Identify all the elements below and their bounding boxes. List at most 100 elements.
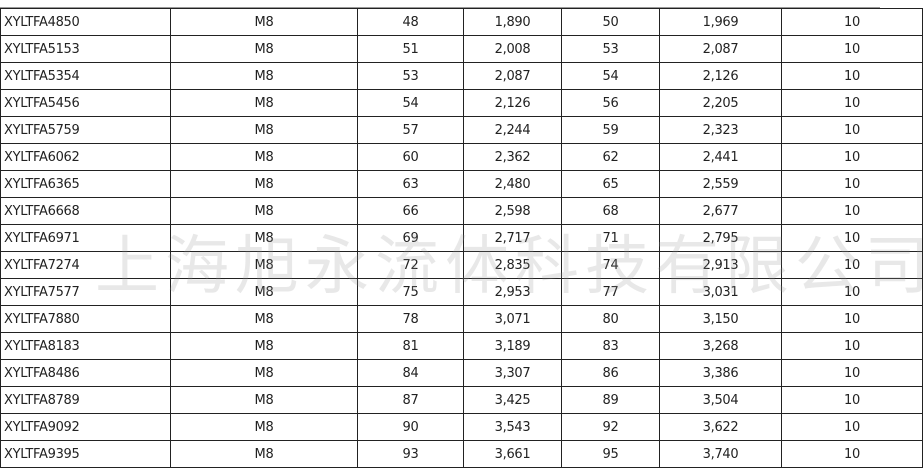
cell-col4: 2,598 <box>463 197 562 225</box>
cell-col7: 10 <box>781 89 923 117</box>
table-row: XYLTFA9395 M8 93 3,661 95 3,740 10 <box>0 440 923 468</box>
table-row: XYLTFA8486 M8 84 3,307 86 3,386 10 <box>0 359 923 387</box>
cell-thread: M8 <box>170 62 358 90</box>
cell-col7: 10 <box>781 143 923 171</box>
cell-thread: M8 <box>170 386 358 414</box>
cell-col7: 10 <box>781 62 923 90</box>
cell-col7: 10 <box>781 332 923 360</box>
cell-col7: 10 <box>781 413 923 441</box>
cell-col4: 2,244 <box>463 116 562 144</box>
cell-model: XYLTFA9395 <box>0 440 171 468</box>
cell-col4: 3,189 <box>463 332 562 360</box>
table-row: XYLTFA6971 M8 69 2,717 71 2,795 10 <box>0 224 923 252</box>
table-row: XYLTFA6668 M8 66 2,598 68 2,677 10 <box>0 197 923 225</box>
cell-col5: 54 <box>561 62 660 90</box>
cell-model: XYLTFA8789 <box>0 386 171 414</box>
cell-thread: M8 <box>170 413 358 441</box>
cell-col3: 51 <box>357 35 464 63</box>
cell-col6: 2,559 <box>659 170 782 198</box>
cell-model: XYLTFA6971 <box>0 224 171 252</box>
cell-col4: 3,425 <box>463 386 562 414</box>
table-row: XYLTFA8789 M8 87 3,425 89 3,504 10 <box>0 386 923 414</box>
cell-col6: 3,268 <box>659 332 782 360</box>
cell-col4: 2,008 <box>463 35 562 63</box>
cell-col3: 78 <box>357 305 464 333</box>
cell-thread: M8 <box>170 278 358 306</box>
table-row: XYLTFA5153 M8 51 2,008 53 2,087 10 <box>0 35 923 63</box>
cell-col5: 89 <box>561 386 660 414</box>
cell-thread: M8 <box>170 305 358 333</box>
cell-col5: 56 <box>561 89 660 117</box>
cell-model: XYLTFA5456 <box>0 89 171 117</box>
cell-col5: 80 <box>561 305 660 333</box>
cell-col5: 83 <box>561 332 660 360</box>
cell-col7: 10 <box>781 35 923 63</box>
cell-thread: M8 <box>170 89 358 117</box>
cell-col7: 10 <box>781 386 923 414</box>
cell-model: XYLTFA6062 <box>0 143 171 171</box>
cell-thread: M8 <box>170 359 358 387</box>
cell-col5: 71 <box>561 224 660 252</box>
cell-col6: 2,087 <box>659 35 782 63</box>
cell-col5: 50 <box>561 8 660 36</box>
cell-col4: 2,717 <box>463 224 562 252</box>
cell-model: XYLTFA8486 <box>0 359 171 387</box>
table-row: XYLTFA5456 M8 54 2,126 56 2,205 10 <box>0 89 923 117</box>
cell-col6: 3,031 <box>659 278 782 306</box>
table-row: XYLTFA8183 M8 81 3,189 83 3,268 10 <box>0 332 923 360</box>
cell-col5: 95 <box>561 440 660 468</box>
cell-col7: 10 <box>781 305 923 333</box>
cell-model: XYLTFA5759 <box>0 116 171 144</box>
table-row: XYLTFA9092 M8 90 3,543 92 3,622 10 <box>0 413 923 441</box>
cell-col6: 2,441 <box>659 143 782 171</box>
table-row: XYLTFA7274 M8 72 2,835 74 2,913 10 <box>0 251 923 279</box>
cell-col7: 10 <box>781 170 923 198</box>
cell-col4: 2,362 <box>463 143 562 171</box>
cell-thread: M8 <box>170 440 358 468</box>
cell-thread: M8 <box>170 197 358 225</box>
cell-col6: 2,795 <box>659 224 782 252</box>
cell-model: XYLTFA7274 <box>0 251 171 279</box>
cell-col6: 3,622 <box>659 413 782 441</box>
cell-col3: 66 <box>357 197 464 225</box>
cell-model: XYLTFA6365 <box>0 170 171 198</box>
cell-col4: 2,087 <box>463 62 562 90</box>
cell-col4: 2,480 <box>463 170 562 198</box>
table-row: XYLTFA7577 M8 75 2,953 77 3,031 10 <box>0 278 923 306</box>
cell-col3: 63 <box>357 170 464 198</box>
cell-col5: 62 <box>561 143 660 171</box>
product-spec-table: XYLTFA4850 M8 48 1,890 50 1,969 10 XYLTFA5153 M8… <box>0 8 923 468</box>
cell-col7: 10 <box>781 8 923 36</box>
cell-model: XYLTFA7880 <box>0 305 171 333</box>
cell-thread: M8 <box>170 35 358 63</box>
cell-col4: 1,890 <box>463 8 562 36</box>
cell-thread: M8 <box>170 332 358 360</box>
cell-col7: 10 <box>781 278 923 306</box>
cell-col3: 69 <box>357 224 464 252</box>
cell-col5: 77 <box>561 278 660 306</box>
cell-col3: 54 <box>357 89 464 117</box>
cell-col6: 2,323 <box>659 116 782 144</box>
table-row: XYLTFA7880 M8 78 3,071 80 3,150 10 <box>0 305 923 333</box>
cell-col5: 59 <box>561 116 660 144</box>
cell-model: XYLTFA9092 <box>0 413 171 441</box>
cell-col3: 75 <box>357 278 464 306</box>
cell-col6: 2,126 <box>659 62 782 90</box>
cell-col3: 81 <box>357 332 464 360</box>
cell-col6: 1,969 <box>659 8 782 36</box>
cell-col6: 3,150 <box>659 305 782 333</box>
cell-col7: 10 <box>781 359 923 387</box>
cell-thread: M8 <box>170 143 358 171</box>
cell-col5: 86 <box>561 359 660 387</box>
top-divider <box>0 7 880 8</box>
cell-col3: 60 <box>357 143 464 171</box>
cell-col3: 84 <box>357 359 464 387</box>
table-row: XYLTFA6365 M8 63 2,480 65 2,559 10 <box>0 170 923 198</box>
cell-model: XYLTFA5153 <box>0 35 171 63</box>
cell-col6: 2,677 <box>659 197 782 225</box>
cell-thread: M8 <box>170 251 358 279</box>
cell-col3: 90 <box>357 413 464 441</box>
cell-thread: M8 <box>170 224 358 252</box>
cell-col7: 10 <box>781 251 923 279</box>
cell-col5: 53 <box>561 35 660 63</box>
